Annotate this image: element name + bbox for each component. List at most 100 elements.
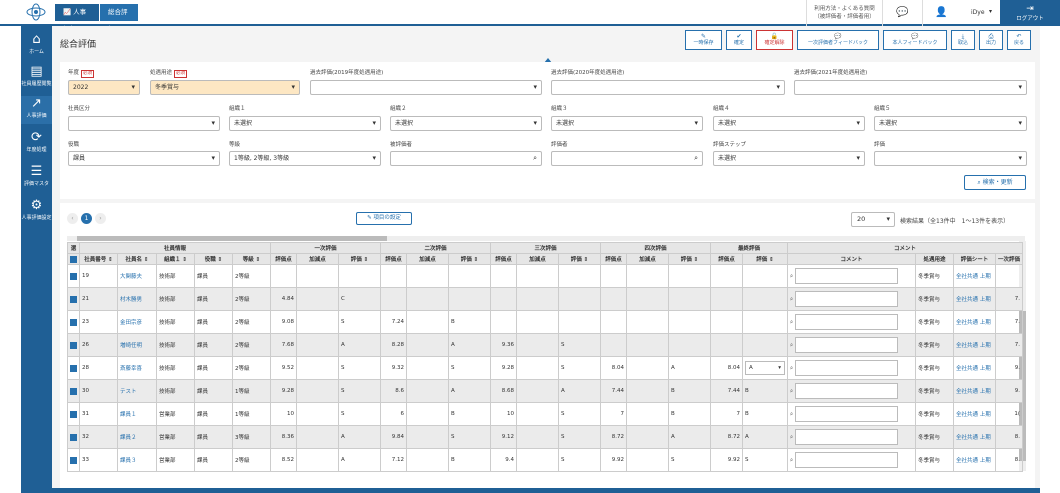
breadcrumb-overall[interactable]: 総合評価 bbox=[100, 4, 138, 33]
comment-textarea[interactable] bbox=[794, 291, 898, 307]
column-header[interactable]: 役職 ⇕ bbox=[194, 253, 233, 265]
sidebar-item-home[interactable]: ⌂ ホーム bbox=[21, 32, 52, 60]
org5-select[interactable]: 未選択 ▾ bbox=[874, 116, 1027, 131]
search-icon[interactable]: ⌕ bbox=[790, 296, 794, 303]
sheet-link[interactable]: 全社共通 bbox=[956, 458, 979, 464]
horizontal-scrollbar[interactable] bbox=[67, 236, 1025, 241]
period-link[interactable]: 上期 bbox=[979, 412, 991, 418]
search-icon[interactable]: ⌕ bbox=[790, 457, 794, 464]
search-icon[interactable]: ⌕ bbox=[790, 273, 794, 280]
employee-name-link[interactable]: 増崎任明 bbox=[117, 333, 157, 357]
period-link[interactable]: 上期 bbox=[979, 458, 991, 464]
comment-textarea[interactable] bbox=[794, 337, 898, 353]
prev-page-icon[interactable]: ‹ bbox=[67, 213, 78, 224]
comment-textarea[interactable] bbox=[794, 406, 898, 422]
select-all-checkbox[interactable] bbox=[67, 253, 80, 265]
import-button[interactable]: ⤓ 取込 bbox=[951, 30, 975, 50]
rating-select[interactable]: ▾ bbox=[874, 151, 1027, 166]
page-button[interactable]: 1 bbox=[81, 213, 92, 224]
employee-name-link[interactable]: 村木勝男 bbox=[117, 287, 157, 311]
sheet-link[interactable]: 全社共通 bbox=[956, 274, 979, 280]
evaluator-feedback-button[interactable]: 💬 一次評価者フィードバック bbox=[797, 30, 879, 50]
employee-name-link[interactable]: テスト bbox=[117, 379, 157, 403]
self-feedback-button[interactable]: 💬 本人フィードバック bbox=[883, 30, 947, 50]
comment-textarea[interactable] bbox=[794, 314, 898, 330]
sidebar-item-settings[interactable]: ⚙ 人事評価設定 bbox=[21, 198, 52, 221]
breadcrumb-hr-eval[interactable]: 📈 人事評価 bbox=[55, 4, 99, 33]
employee-name-link[interactable]: 課員２ bbox=[117, 425, 157, 449]
sheet-link[interactable]: 全社共通 bbox=[956, 435, 979, 441]
column-header[interactable]: 評価 ⇕ bbox=[338, 253, 381, 265]
usage-select[interactable]: 冬季賞与 ▾ bbox=[150, 80, 300, 95]
comment-textarea[interactable] bbox=[794, 429, 898, 445]
role-select[interactable]: 課員 ▾ bbox=[68, 151, 220, 166]
org1-select[interactable]: 未選択 ▾ bbox=[229, 116, 381, 131]
sheet-link[interactable]: 全社共通 bbox=[956, 343, 979, 349]
sidebar-item-history[interactable]: ▤ 社員履歴閲覧 bbox=[21, 64, 52, 87]
grade-select[interactable]: 1等級, 2等級, 3等級 ▾ bbox=[229, 151, 381, 166]
period-link[interactable]: 上期 bbox=[979, 435, 991, 441]
employee-name-link[interactable]: 課員３ bbox=[117, 448, 157, 472]
past2019-select[interactable]: ▾ bbox=[310, 80, 542, 95]
row-checkbox[interactable] bbox=[67, 425, 80, 449]
org4-select[interactable]: 未選択 ▾ bbox=[713, 116, 865, 131]
row-checkbox[interactable] bbox=[67, 356, 80, 380]
employee-name-link[interactable]: 課員１ bbox=[117, 402, 157, 426]
year-select[interactable]: 2022 ▾ bbox=[68, 80, 140, 95]
temp-save-button[interactable]: ✎ 一時保存 bbox=[685, 30, 722, 50]
sheet-link[interactable]: 全社共通 bbox=[956, 297, 979, 303]
row-checkbox[interactable] bbox=[67, 379, 80, 403]
back-button[interactable]: ↶ 戻る bbox=[1007, 30, 1031, 50]
column-settings-button[interactable]: ✎ 項目の設定 bbox=[356, 212, 412, 225]
export-button[interactable]: ⎙ 出力 bbox=[979, 30, 1003, 50]
evaluatee-input[interactable]: ⌕ bbox=[390, 151, 542, 166]
org3-select[interactable]: 未選択 ▾ bbox=[551, 116, 703, 131]
evaluator-input[interactable]: ⌕ bbox=[551, 151, 703, 166]
period-link[interactable]: 上期 bbox=[979, 389, 991, 395]
column-header[interactable]: 評価 ⇕ bbox=[558, 253, 601, 265]
next-page-icon[interactable]: › bbox=[95, 213, 106, 224]
logout-button[interactable]: ⇥ ログアウト bbox=[1000, 0, 1060, 26]
column-header[interactable]: 評価 ⇕ bbox=[668, 253, 711, 265]
user-menu[interactable]: 👤 iDye ▾ bbox=[922, 0, 1000, 26]
emp-type-select[interactable]: ▾ bbox=[68, 116, 220, 131]
employee-name-link[interactable]: 金田宗彦 bbox=[117, 310, 157, 334]
comment-textarea[interactable] bbox=[794, 268, 898, 284]
collapse-toggle-icon[interactable] bbox=[544, 58, 552, 63]
row-checkbox[interactable] bbox=[67, 264, 80, 288]
search-icon[interactable]: ⌕ bbox=[790, 342, 794, 349]
logo-icon[interactable] bbox=[26, 3, 46, 21]
past2021-select[interactable]: ▾ bbox=[794, 80, 1027, 95]
scroll-thumb[interactable] bbox=[77, 236, 387, 241]
sidebar-item-master[interactable]: ☰ 評価マスタ bbox=[21, 164, 52, 192]
comment-textarea[interactable] bbox=[794, 360, 898, 376]
search-icon[interactable]: ⌕ bbox=[790, 319, 794, 326]
sidebar-item-year[interactable]: ⟳ 年度処理 bbox=[21, 130, 52, 158]
period-link[interactable]: 上期 bbox=[979, 366, 991, 372]
sidebar-item-hr-eval[interactable]: ↗ 人事評価 bbox=[21, 96, 52, 124]
employee-name-link[interactable]: 大関藤夫 bbox=[117, 264, 157, 288]
search-button[interactable]: ⌕ 検索・更新 bbox=[964, 175, 1026, 190]
confirm-button[interactable]: ✔ 確定 bbox=[726, 30, 752, 50]
search-icon[interactable]: ⌕ bbox=[790, 365, 794, 372]
period-link[interactable]: 上期 bbox=[979, 320, 991, 326]
step-select[interactable]: 未選択 ▾ bbox=[713, 151, 865, 166]
column-header[interactable]: 社員名 ⇕ bbox=[117, 253, 157, 265]
help-link[interactable]: 利用方法・よくある質問 （被評価者・評価者用） bbox=[806, 0, 882, 26]
comment-textarea[interactable] bbox=[794, 383, 898, 399]
sheet-link[interactable]: 全社共通 bbox=[956, 412, 979, 418]
final-rating-select[interactable]: A ▾ bbox=[742, 356, 788, 380]
search-icon[interactable]: ⌕ bbox=[790, 411, 794, 418]
row-checkbox[interactable] bbox=[67, 402, 80, 426]
employee-name-link[interactable]: 斎藤幸喜 bbox=[117, 356, 157, 380]
chat-icon[interactable]: 💬 bbox=[882, 0, 922, 26]
column-header[interactable]: 等級 ⇕ bbox=[232, 253, 271, 265]
period-link[interactable]: 上期 bbox=[979, 274, 991, 280]
past2020-select[interactable]: ▾ bbox=[551, 80, 785, 95]
comment-textarea[interactable] bbox=[794, 452, 898, 468]
sheet-link[interactable]: 全社共通 bbox=[956, 366, 979, 372]
org2-select[interactable]: 未選択 ▾ bbox=[390, 116, 542, 131]
sheet-link[interactable]: 全社共通 bbox=[956, 389, 979, 395]
per-page-select[interactable]: 20 ▾ bbox=[851, 212, 895, 227]
row-checkbox[interactable] bbox=[67, 333, 80, 357]
